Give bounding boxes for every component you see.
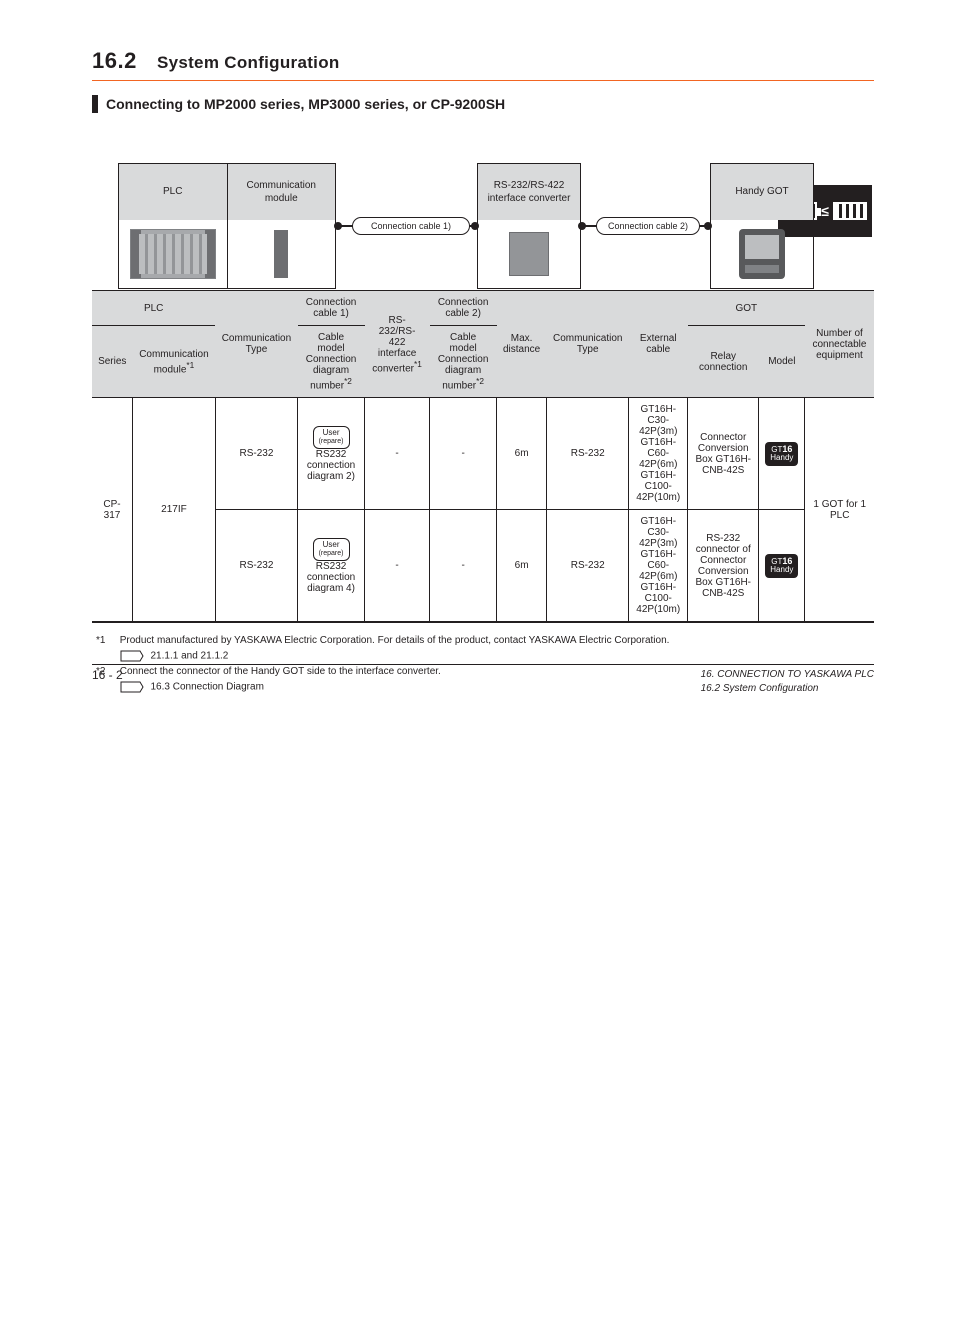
cell-model: GT16Handy <box>759 398 805 510</box>
th-cable-model-1: Cable model Connection diagram number*2 <box>298 326 365 398</box>
table-row: CP-317 217IF RS-232 User(repare) RS232 c… <box>92 398 874 510</box>
diagram-module-label: Communication module <box>228 164 336 220</box>
diagram-plc-box: PLC Communication module <box>118 163 336 289</box>
subsection-header: Connecting to MP2000 series, MP3000 seri… <box>92 95 874 113</box>
cell-cable-model-1: User(repare) RS232 connection diagram 2) <box>298 398 365 510</box>
diagram-plc-label: PLC <box>119 164 227 220</box>
th-ext-cable: External cable <box>629 291 688 398</box>
module-art-icon <box>274 230 288 278</box>
cell-comm-type-1: RS-232 <box>215 398 297 510</box>
cell-max-distance: 6m <box>497 398 547 510</box>
footnote-text: Product manufactured by YASKAWA Electric… <box>116 633 874 648</box>
cell-max-distance: 6m <box>497 510 547 623</box>
th-converter: RS-232/RS-422 interface converter*1 <box>365 291 430 398</box>
footnote-ref: 21.1.1 and 21.1.2 <box>116 648 874 664</box>
diagram-got-box: Handy GOT <box>710 163 814 289</box>
section-header: 16.2 System Configuration <box>92 48 874 74</box>
cell-series: CP-317 <box>92 398 133 623</box>
cable-caption-2: Connection cable 2) <box>596 217 700 235</box>
cell-ext-cable: GT16H-C30-42P(3m) GT16H-C60-42P(6m) GT16… <box>629 510 688 623</box>
section-title: System Configuration <box>157 53 340 72</box>
system-config-table: PLC Communication Type Connection cable … <box>92 290 874 623</box>
system-diagram: PLC Communication module Connection cabl… <box>92 163 874 291</box>
got-model-badge: GT16Handy <box>765 554 798 578</box>
cell-cable-model-2: - <box>430 398 497 510</box>
page-footer: 16 - 2 16. CONNECTION TO YASKAWA PLC 16.… <box>92 668 874 695</box>
th-num-conn: Number of connectable equipment <box>805 291 874 398</box>
header-rule <box>92 80 874 81</box>
diagram-got-label: Handy GOT <box>711 164 813 220</box>
user-prepare-badge: User(repare) <box>313 538 350 560</box>
plc-art-icon <box>130 229 216 279</box>
th-got-group: GOT <box>688 291 805 326</box>
cable-caption-1: Connection cable 1) <box>352 217 470 235</box>
footer-page-number: 16 - 2 <box>92 668 123 695</box>
cell-converter: - <box>365 510 430 623</box>
cell-ext-cable: GT16H-C30-42P(3m) GT16H-C60-42P(6m) GT16… <box>629 398 688 510</box>
converter-art-icon <box>509 232 549 276</box>
footer-rule <box>92 664 874 665</box>
th-comm-type-2: Communication Type <box>547 291 629 398</box>
diagram-converter-label: RS-232/RS-422 interface converter <box>478 164 580 220</box>
th-plc-group: PLC <box>92 291 215 326</box>
th-max-distance: Max. distance <box>497 291 547 398</box>
cell-relay: RS-232 connector of Connector Conversion… <box>688 510 759 623</box>
sub-bar-icon <box>92 95 98 113</box>
th-comm-type-1: Communication Type <box>215 291 297 398</box>
connector-dot-icon <box>334 222 342 230</box>
th-cable-model-2: Cable model Connection diagram number*2 <box>430 326 497 398</box>
section-number: 16.2 <box>92 48 137 73</box>
cell-cable-model-1: User(repare) RS232 connection diagram 4) <box>298 510 365 623</box>
cell-comm-type-1: RS-232 <box>215 510 297 623</box>
cell-model: GT16Handy <box>759 510 805 623</box>
th-relay: Relay connection <box>688 326 759 398</box>
subsection-title: Connecting to MP2000 series, MP3000 seri… <box>106 96 505 112</box>
th-conn2-group: Connection cable 2) <box>430 291 497 326</box>
got-art-icon <box>739 229 785 279</box>
th-series: Series <box>92 326 133 398</box>
pointer-icon <box>120 650 148 662</box>
cell-comm-module: 217IF <box>133 398 216 623</box>
diagram-converter-box: RS-232/RS-422 interface converter <box>477 163 581 289</box>
connector-dot-icon <box>578 222 586 230</box>
th-conn1-group: Connection cable 1) <box>298 291 365 326</box>
cell-num-conn: 1 GOT for 1 PLC <box>805 398 874 623</box>
footer-title: 16. CONNECTION TO YASKAWA PLC 16.2 Syste… <box>701 668 874 695</box>
th-model: Model <box>759 326 805 398</box>
cell-comm-type-2: RS-232 <box>547 398 629 510</box>
cell-converter: - <box>365 398 430 510</box>
user-prepare-badge: User(repare) <box>313 426 350 448</box>
cell-relay: Connector Conversion Box GT16H-CNB-42S <box>688 398 759 510</box>
cell-comm-type-2: RS-232 <box>547 510 629 623</box>
th-comm-module: Communication module*1 <box>133 326 216 398</box>
got-model-badge: GT16Handy <box>765 442 798 466</box>
cell-cable-model-2: - <box>430 510 497 623</box>
footnote-label: *1 <box>92 633 116 648</box>
